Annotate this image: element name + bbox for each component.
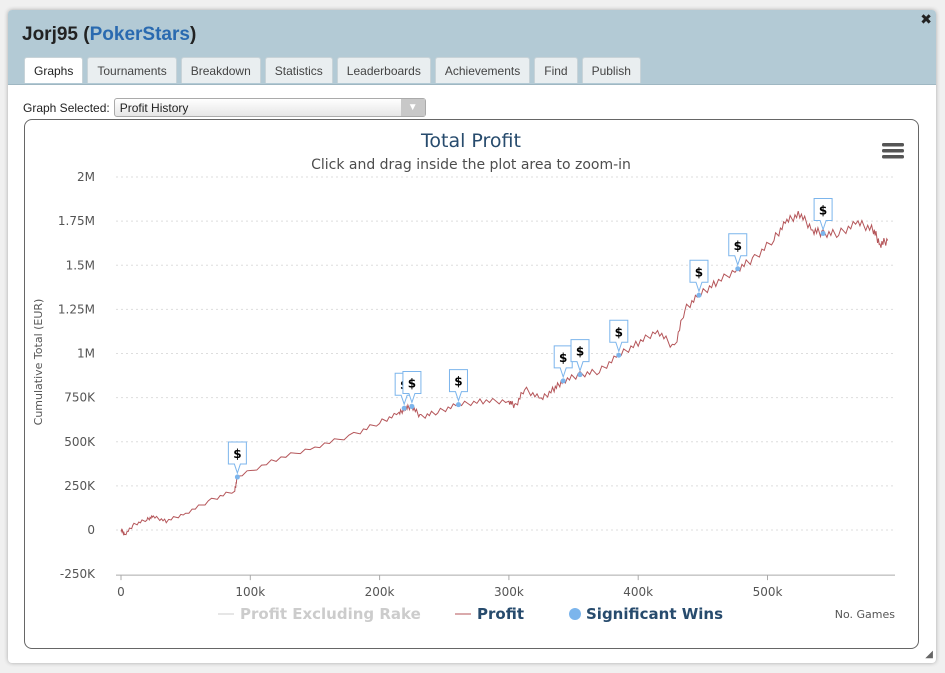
player-window: Jorj95 (PokerStars) ✖ Graphs Tournaments… (8, 10, 936, 663)
x-tick-label: 200k (365, 585, 395, 599)
chevron-down-icon: ▼ (400, 99, 425, 116)
significant-win-marker (560, 378, 566, 384)
x-tick-label: 400k (623, 585, 653, 599)
tab-breakdown[interactable]: Breakdown (180, 57, 261, 83)
dollar-icon: $ (695, 265, 703, 279)
profit-series-line (120, 210, 889, 537)
significant-win-flag (609, 319, 629, 353)
y-tick-label: 500K (64, 435, 96, 449)
menu-icon[interactable] (882, 143, 904, 159)
y-tick-label: 2M (77, 170, 95, 184)
tab-publish[interactable]: Publish (581, 57, 641, 83)
tab-graphs[interactable]: Graphs (24, 57, 84, 83)
significant-win-marker (696, 292, 702, 298)
graph-select-dropdown[interactable]: Profit History ▼ (113, 98, 426, 117)
significant-win-flag (689, 259, 709, 293)
legend-profit[interactable]: Profit (477, 605, 524, 623)
site-name[interactable]: PokerStars (89, 24, 190, 45)
y-tick-label: 1M (77, 347, 95, 361)
graph-select-value: Profit History (119, 101, 189, 115)
tab-leaderboards[interactable]: Leaderboards (336, 57, 431, 83)
significant-win-flag (227, 441, 247, 475)
significant-win-marker (409, 403, 415, 409)
significant-win-flag (448, 369, 468, 403)
dollar-icon: $ (576, 345, 584, 359)
x-tick-label: 100k (235, 585, 265, 599)
graph-select-label: Graph Selected: (23, 100, 110, 115)
y-tick-label: -250K (60, 567, 96, 581)
chart-container: Total Profit Click and drag inside the pl… (24, 119, 919, 649)
significant-win-flag (813, 197, 833, 232)
tab-statistics[interactable]: Statistics (264, 57, 333, 83)
dollar-icon: $ (559, 351, 567, 365)
significant-win-marker (234, 474, 240, 480)
dollar-icon: $ (408, 376, 416, 390)
significant-win-marker (735, 266, 741, 272)
profit-chart[interactable]: Total Profit Click and drag inside the pl… (25, 120, 918, 648)
y-tick-label: 750K (64, 391, 96, 405)
dollar-icon: $ (233, 447, 241, 461)
significant-win-marker (577, 372, 583, 378)
tab-achievements[interactable]: Achievements (434, 57, 531, 83)
significant-win-flag (728, 233, 748, 267)
significant-win-flag (402, 370, 422, 405)
significant-win-marker (401, 405, 407, 411)
resize-grip-icon[interactable]: ◢ (925, 649, 933, 660)
y-tick-label: 1.25M (58, 302, 95, 316)
close-icon[interactable]: ✖ (920, 12, 932, 28)
y-tick-label: 250K (64, 479, 96, 493)
tab-tournaments[interactable]: Tournaments (87, 57, 177, 83)
legend-significant-wins[interactable]: Significant Wins (586, 605, 723, 623)
x-tick-label: 0 (117, 585, 125, 599)
significant-win-flag (570, 339, 590, 373)
y-axis-title: Cumulative Total (EUR) (32, 299, 45, 426)
dollar-icon: $ (734, 239, 742, 253)
player-name: Jorj95 (22, 24, 78, 45)
window-title: Jorj95 (PokerStars) (22, 24, 197, 45)
legend-significant-wins-symbol (569, 608, 581, 620)
dollar-icon: $ (819, 203, 827, 217)
tab-bar: Graphs Tournaments Breakdown Statistics … (24, 57, 641, 83)
dollar-icon: $ (454, 375, 462, 389)
graph-select-row: Graph Selected: Profit History ▼ (23, 98, 426, 117)
y-tick-label: 1.75M (58, 214, 95, 228)
significant-win-marker (455, 402, 461, 408)
y-tick-label: 1.5M (66, 258, 95, 272)
legend-profit-excluding-rake[interactable]: Profit Excluding Rake (240, 605, 421, 623)
significant-win-marker (820, 230, 826, 236)
y-tick-label: 0 (87, 523, 95, 537)
x-tick-label: 300k (494, 585, 524, 599)
tab-find[interactable]: Find (534, 57, 578, 83)
significant-win-marker (616, 352, 622, 358)
chart-subtitle: Click and drag inside the plot area to z… (311, 157, 631, 173)
x-tick-label: 500k (753, 585, 783, 599)
x-axis-title: No. Games (835, 608, 896, 621)
chart-title: Total Profit (420, 130, 521, 152)
dollar-icon: $ (615, 325, 623, 339)
